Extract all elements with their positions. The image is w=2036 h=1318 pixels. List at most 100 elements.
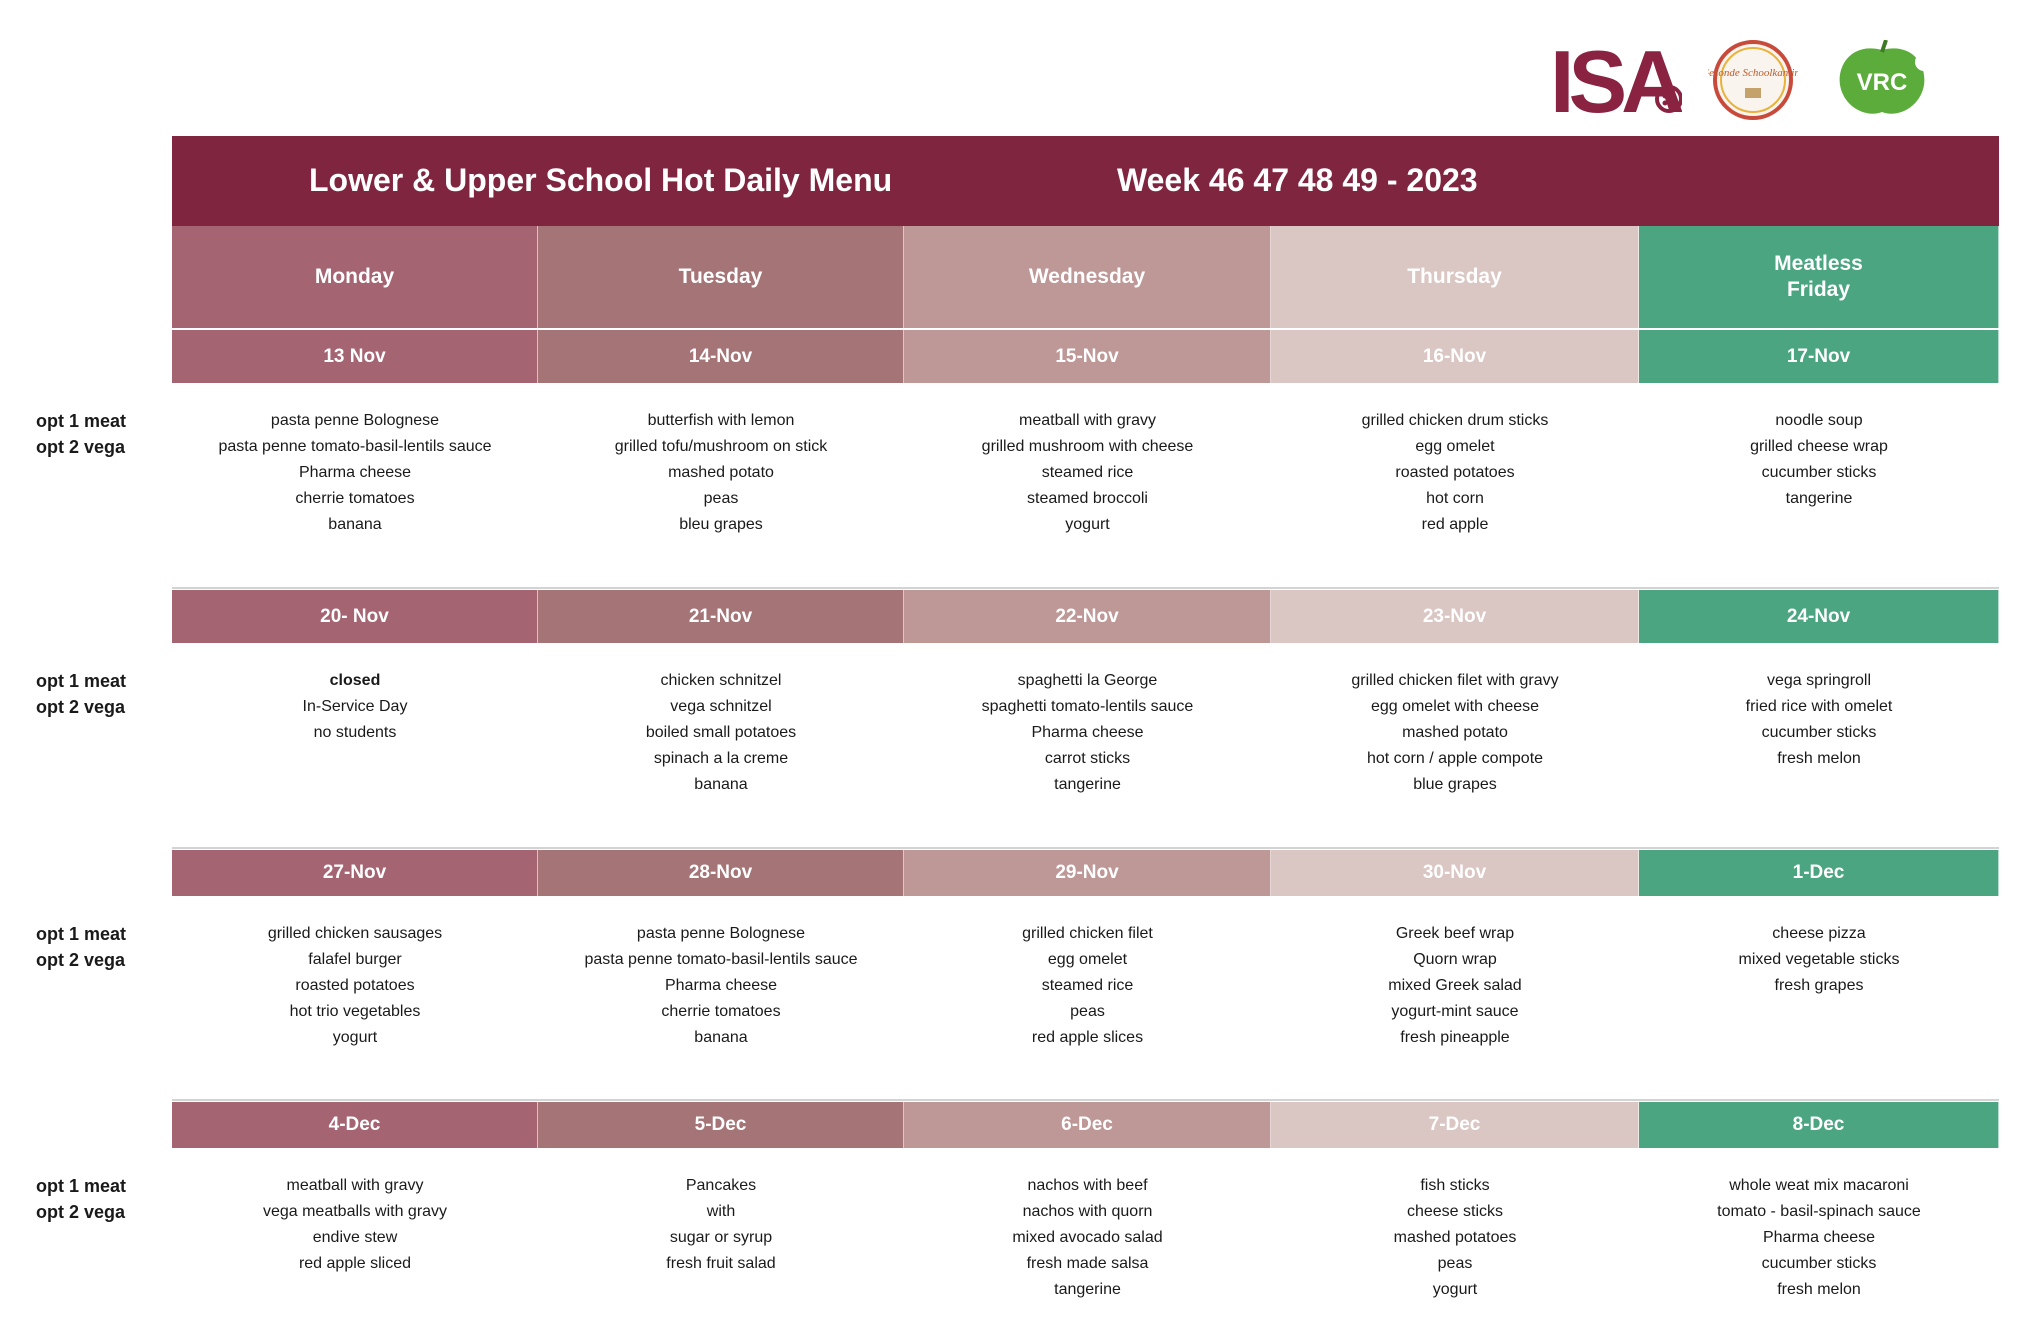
menu-item: mashed potatoes bbox=[1393, 1229, 1517, 1246]
menu-item: boiled small potatoes bbox=[645, 724, 797, 741]
menu-item: meatball with gravy bbox=[286, 1177, 424, 1194]
title-bar: Lower & Upper School Hot Daily Menu Week… bbox=[172, 136, 1999, 226]
menu-item: Pharma cheese bbox=[298, 464, 412, 481]
menu-item: grilled chicken filet with gravy bbox=[1351, 672, 1559, 689]
menu-item: fresh fruit salad bbox=[666, 1255, 776, 1272]
menu-cell: spaghetti la George spaghetti tomato-lent… bbox=[904, 668, 1271, 798]
day-header-thursday: Thursday bbox=[1271, 226, 1639, 328]
menu-item: falafel burger bbox=[308, 951, 402, 968]
menu-item: Pharma cheese bbox=[1031, 724, 1144, 741]
date-cell: 20- Nov bbox=[172, 590, 538, 643]
date-cell: 21-Nov bbox=[538, 590, 904, 643]
menu-item: nachos with beef bbox=[1027, 1177, 1148, 1194]
menu-item: steamed broccoli bbox=[1027, 490, 1148, 507]
menu-item: cheese pizza bbox=[1772, 925, 1866, 942]
menu-cell: grilled chicken filet egg omelet steamed r… bbox=[904, 921, 1271, 1051]
day-header-wednesday: Wednesday bbox=[904, 226, 1271, 328]
vrc-logo-text: VRC bbox=[1857, 69, 1908, 96]
menu-item: cherrie tomatoes bbox=[295, 490, 415, 507]
menu-item: tangerine bbox=[1054, 1281, 1121, 1298]
menu-cell: pasta penne Bolognese pasta penne tomato-… bbox=[538, 921, 904, 1051]
menu-item: yogurt-mint sauce bbox=[1391, 1003, 1519, 1020]
menu-item: cucumber sticks bbox=[1761, 1255, 1877, 1272]
week-separator bbox=[172, 847, 1999, 849]
date-cell: 24-Nov bbox=[1639, 590, 1999, 643]
menu-item: with bbox=[706, 1203, 736, 1220]
menu-title: Lower & Upper School Hot Daily Menu bbox=[309, 162, 893, 198]
day-header-tuesday: Tuesday bbox=[538, 226, 904, 328]
menu-item: egg omelet bbox=[1047, 951, 1128, 968]
day-header-row: Monday Tuesday Wednesday Thursday Meatle… bbox=[172, 226, 1999, 328]
menu-cell: cheese pizza mixed vegetable sticks fresh … bbox=[1639, 921, 1999, 1051]
menu-item: yogurt bbox=[332, 1029, 378, 1046]
menu-item: vega schnitzel bbox=[670, 698, 772, 715]
menu-item: red apple sliced bbox=[298, 1255, 412, 1272]
date-cell: 27-Nov bbox=[172, 850, 538, 896]
menu-item: banana bbox=[694, 776, 748, 793]
menu-item: fish sticks bbox=[1420, 1177, 1490, 1194]
menu-item: pasta penne tomato-basil-lentils sauce bbox=[218, 438, 492, 455]
menu-item: peas bbox=[703, 490, 739, 507]
menu-cell: fish sticks cheese sticks mashed potatoes p… bbox=[1271, 1173, 1639, 1303]
vrc-apple-logo: VRC bbox=[1839, 40, 1932, 114]
menu-cell: vega springroll fried rice with omelet cuc… bbox=[1639, 668, 1999, 798]
menu-item: cucumber sticks bbox=[1761, 724, 1877, 741]
week-separator bbox=[172, 1099, 1999, 1101]
menu-item: grilled chicken sausages bbox=[267, 925, 443, 942]
menu-item: egg omelet bbox=[1415, 438, 1495, 455]
date-cell: 28-Nov bbox=[538, 850, 904, 896]
date-cell: 17-Nov bbox=[1639, 330, 1999, 383]
option-label-line: opt 1 meat bbox=[36, 411, 127, 431]
menu-item: In-Service Day bbox=[302, 698, 408, 715]
menu-item: yogurt bbox=[1065, 516, 1110, 533]
menu-item: meatball with gravy bbox=[1019, 412, 1156, 429]
option-label: opt 1 meat opt 2 vega bbox=[36, 668, 126, 720]
menu-cell: closed In-Service Day no students bbox=[172, 668, 538, 798]
menu-item: mixed vegetable sticks bbox=[1738, 951, 1900, 968]
menu-item: Pharma cheese bbox=[1762, 1229, 1876, 1246]
menu-item: red apple slices bbox=[1031, 1029, 1144, 1046]
menu-item: spaghetti tomato-lentils sauce bbox=[981, 698, 1194, 715]
menu-item: whole weat mix macaroni bbox=[1729, 1177, 1909, 1194]
menu-item: Pharma cheese bbox=[664, 977, 778, 994]
date-cell: 23-Nov bbox=[1271, 590, 1639, 643]
option-label-line: opt 2 vega bbox=[36, 437, 126, 457]
menu-item: fresh made salsa bbox=[1026, 1255, 1149, 1272]
menu-items-row: grilled chicken sausages falafel burger ro… bbox=[172, 921, 1999, 1051]
date-cell: 16-Nov bbox=[1271, 330, 1639, 383]
healthy-canteen-seal-logo: Gezonde Schoolkantine bbox=[1708, 40, 1798, 120]
menu-cell: grilled chicken filet with gravy egg omel… bbox=[1271, 668, 1639, 798]
menu-item: fresh grapes bbox=[1774, 977, 1864, 994]
menu-item: Pancakes bbox=[685, 1177, 757, 1194]
option-label-line: opt 2 vega bbox=[36, 950, 126, 970]
option-label-line: opt 1 meat bbox=[36, 924, 127, 944]
menu-item: yogurt bbox=[1432, 1281, 1478, 1298]
menu-item: vega meatballs with gravy bbox=[262, 1203, 448, 1220]
menu-cell: grilled chicken drum sticks egg omelet roa… bbox=[1271, 408, 1639, 538]
menu-item: hot trio vegetables bbox=[289, 1003, 421, 1020]
menu-item: peas bbox=[1437, 1255, 1473, 1272]
menu-cell: whole weat mix macaroni tomato - basil-sp… bbox=[1639, 1173, 1999, 1303]
menu-item: pasta penne Bolognese bbox=[270, 412, 440, 429]
menu-item: mashed potato bbox=[668, 464, 774, 481]
menu-item: hot corn / apple compote bbox=[1366, 750, 1544, 767]
menu-item: Greek beef wrap bbox=[1395, 925, 1515, 942]
menu-item: tomato - basil-spinach sauce bbox=[1717, 1203, 1921, 1220]
menu-item: endive stew bbox=[312, 1229, 398, 1246]
menu-item: fresh melon bbox=[1777, 750, 1861, 767]
date-cell: 5-Dec bbox=[538, 1102, 904, 1148]
menu-item: sugar or syrup bbox=[669, 1229, 773, 1246]
date-row: 13 Nov 14-Nov 15-Nov 16-Nov 17-Nov bbox=[172, 330, 1999, 383]
menu-item: grilled chicken filet bbox=[1022, 925, 1153, 942]
date-cell: 13 Nov bbox=[172, 330, 538, 383]
date-row: 4-Dec 5-Dec 6-Dec 7-Dec 8-Dec bbox=[172, 1102, 1999, 1148]
isa-logo: ISA bbox=[1550, 44, 1682, 118]
menu-item: roasted potatoes bbox=[1395, 464, 1515, 481]
menu-items-row: closed In-Service Day no students chicken s… bbox=[172, 668, 1999, 798]
menu-item: fresh melon bbox=[1777, 1281, 1861, 1298]
menu-items-row: pasta penne Bolognese pasta penne tomato-… bbox=[172, 408, 1999, 538]
menu-cell: nachos with beef nachos with quorn mixed a… bbox=[904, 1173, 1271, 1303]
date-cell: 4-Dec bbox=[172, 1102, 538, 1148]
option-label: opt 1 meat opt 2 vega bbox=[36, 408, 126, 460]
menu-item: carrot sticks bbox=[1044, 750, 1131, 767]
